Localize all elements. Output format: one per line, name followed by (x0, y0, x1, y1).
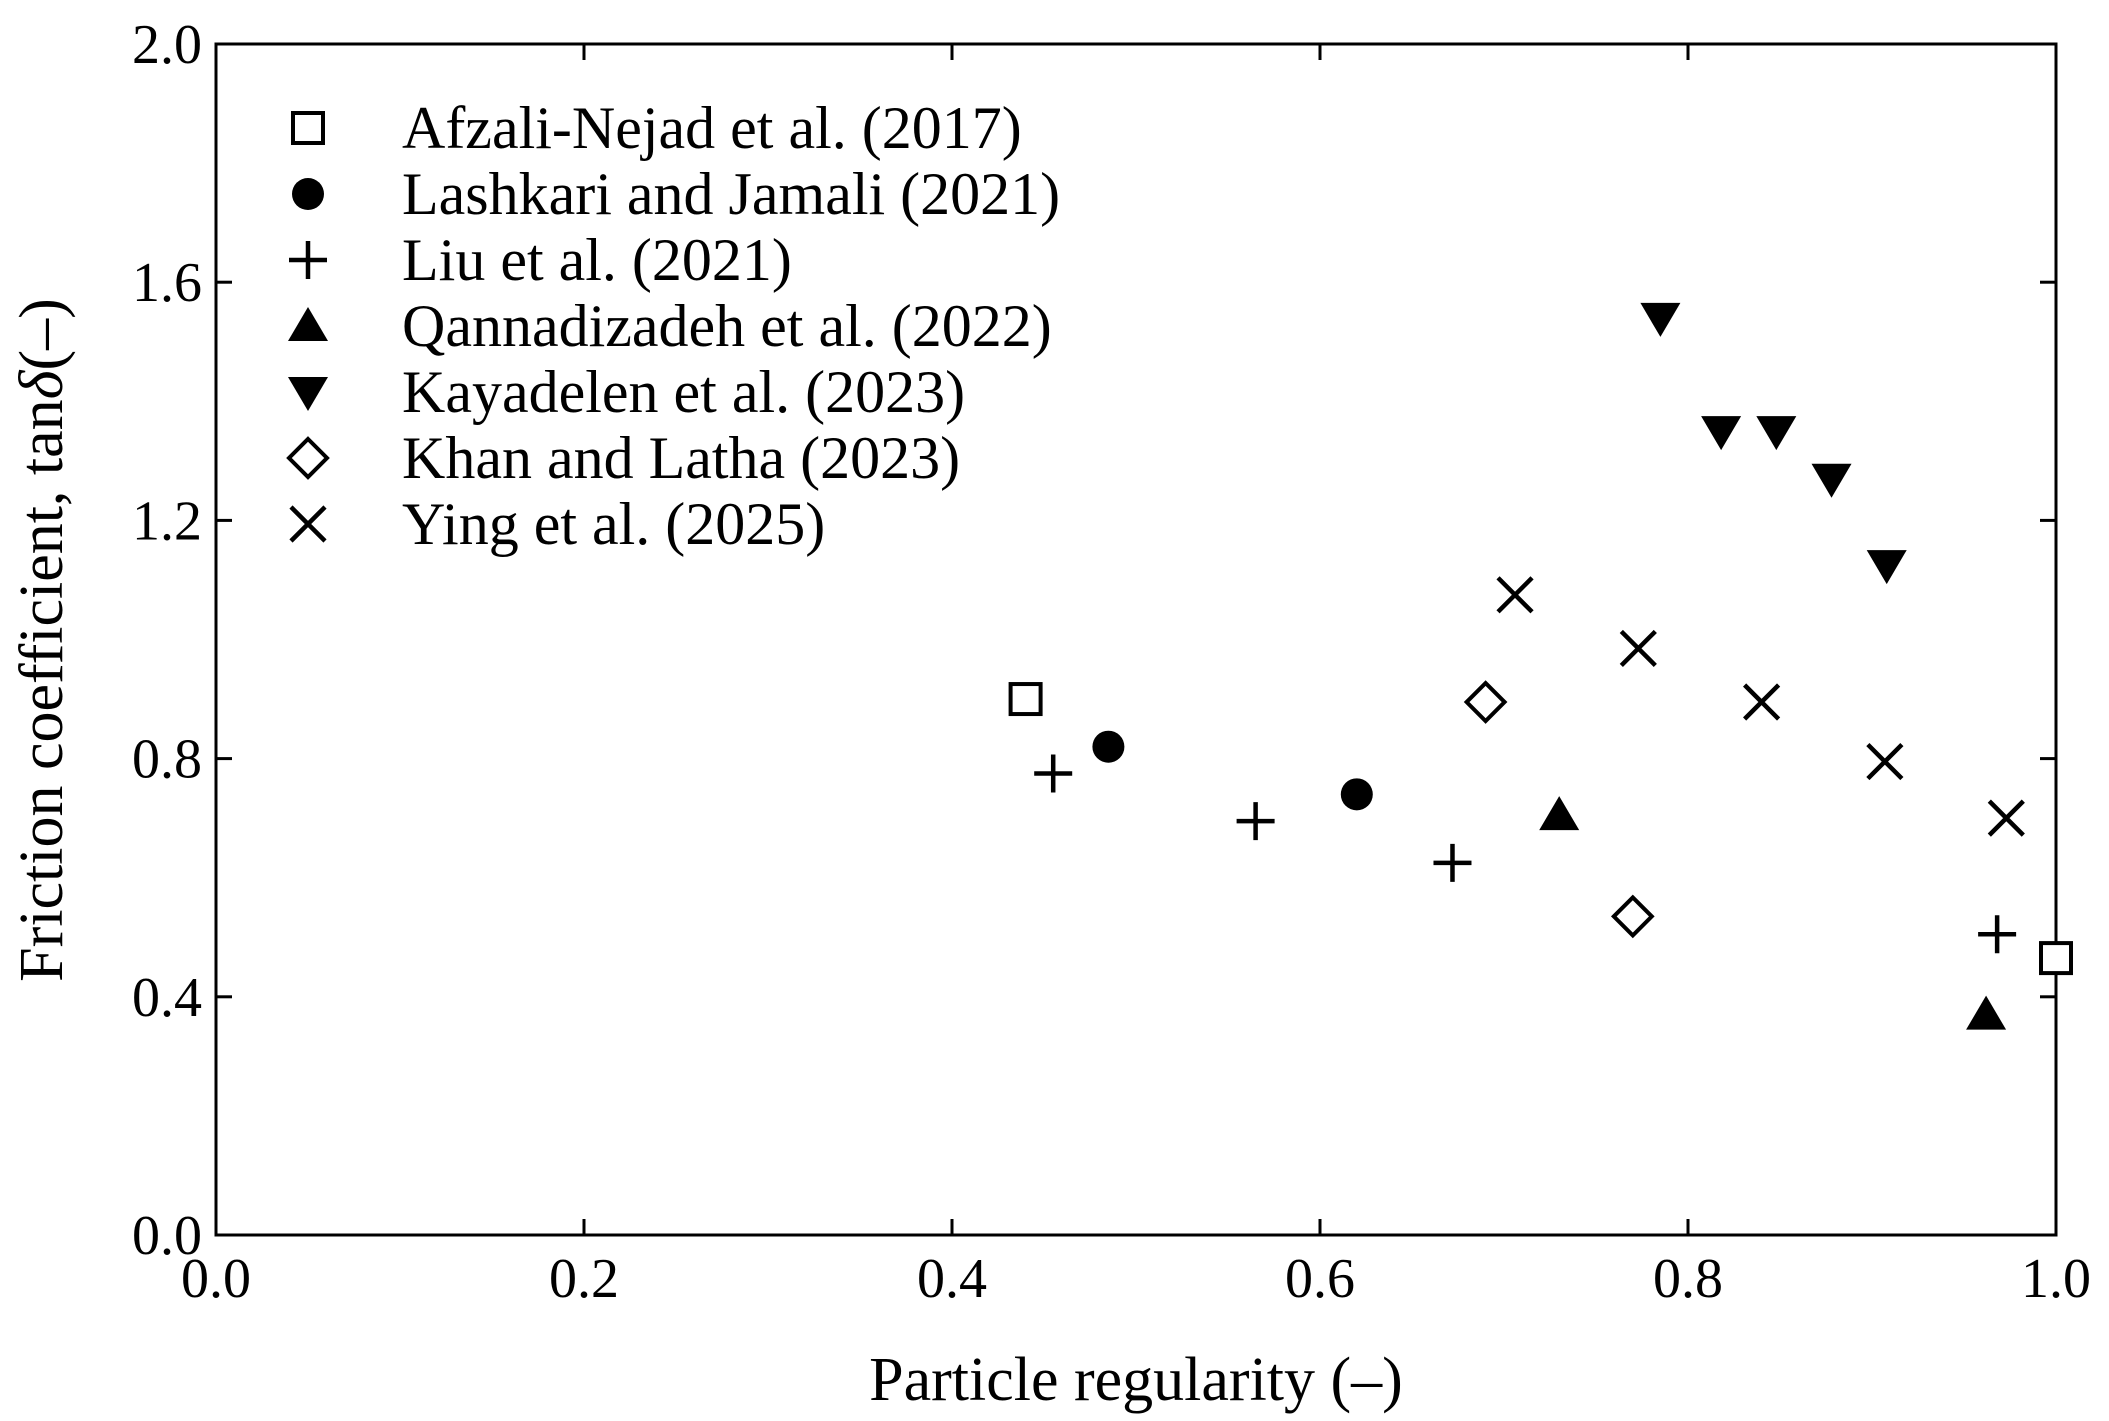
legend-entry: Afzali-Nejad et al. (2017) (291, 95, 1022, 161)
legend-entry: Lashkari and Jamali (2021) (292, 161, 1060, 227)
x-tick-label: 0.2 (549, 1248, 619, 1310)
legend-label: Liu et al. (2021) (402, 227, 792, 293)
series-5 (1640, 302, 1907, 585)
y-tick-label: 0.8 (132, 729, 202, 791)
legend-marker (286, 436, 330, 480)
y-tick-label: 2.0 (132, 14, 202, 76)
data-point (1987, 799, 2025, 837)
y-axis-label-prefix: Friction coefficient, tan (8, 399, 76, 982)
data-point (1463, 680, 1508, 724)
legend-marker (288, 377, 328, 411)
legend-label: Khan and Latha (2023) (402, 425, 960, 491)
data-markers (1008, 302, 2073, 1030)
y-axis-label: Friction coefficient, tanδ(–) (8, 298, 76, 982)
x-tick-label: 0.8 (1653, 1248, 1723, 1310)
legend-label: Kayadelen et al. (2023) (402, 359, 965, 425)
legend-label: Qannadizadeh et al. (2022) (402, 293, 1052, 359)
data-point (1340, 778, 1373, 811)
data-point (1966, 995, 2007, 1030)
legend-entry: Ying et al. (2025) (289, 491, 825, 557)
legend-label: Ying et al. (2025) (402, 491, 825, 557)
legend-marker (289, 505, 327, 543)
plot-frame (214, 42, 2058, 1237)
x-tick-label: 0.4 (917, 1248, 987, 1310)
data-point (1701, 416, 1742, 451)
data-point (1866, 742, 1904, 781)
data-point (1756, 416, 1797, 451)
legend-entry: Khan and Latha (2023) (286, 425, 960, 491)
series-6 (1463, 680, 1655, 939)
legend-entry: Liu et al. (2021) (289, 227, 792, 293)
x-tick-label: 1.0 (2021, 1248, 2091, 1310)
legend-label: Lashkari and Jamali (2021) (402, 161, 1060, 227)
data-point (1092, 730, 1125, 763)
data-point (1866, 550, 1907, 585)
legend-label: Afzali-Nejad et al. (2017) (402, 95, 1022, 161)
data-point (1610, 894, 1655, 939)
legend-marker (291, 111, 325, 145)
series-4 (1539, 796, 2007, 1030)
series-1 (1008, 682, 2073, 976)
data-point (1743, 683, 1781, 721)
y-tick-label: 1.2 (132, 490, 202, 552)
legend-entry: Qannadizadeh et al. (2022) (288, 293, 1052, 359)
series-3 (1034, 754, 2017, 954)
data-point (1236, 802, 1275, 841)
data-point (1978, 915, 2017, 954)
legend-marker (289, 241, 327, 279)
axis-ticks: 0.0 0.2 0.4 0.6 0.8 1.0 0.0 0.4 0.8 1.2 1.6 2.0 (132, 14, 2091, 1310)
x-axis-label: Particle regularity (–) (869, 1346, 1403, 1414)
y-tick-label: 1.6 (132, 252, 202, 314)
y-axis-label-suffix: (–) (8, 298, 76, 370)
series-7 (1496, 576, 2025, 837)
series-2 (1092, 730, 1373, 811)
data-point (1034, 754, 1073, 793)
y-tick-label: 0.4 (132, 967, 202, 1029)
data-point (1539, 796, 1580, 831)
data-point (1811, 463, 1852, 498)
data-point (1619, 629, 1657, 668)
data-point (1433, 843, 1472, 882)
y-tick-label: 0.0 (132, 1205, 202, 1267)
data-point (2039, 941, 2073, 976)
x-tick-label: 0.6 (1285, 1248, 1355, 1310)
y-axis-label-symbol: δ (8, 369, 76, 399)
data-point (1496, 576, 1534, 614)
data-point (1008, 682, 1043, 717)
legend: Afzali-Nejad et al. (2017)Lashkari and J… (286, 95, 1060, 557)
legend-marker (288, 307, 328, 341)
x-tick-label: 0.0 (181, 1248, 251, 1310)
legend-entry: Kayadelen et al. (2023) (288, 359, 965, 425)
data-point (1640, 302, 1681, 337)
legend-marker (292, 178, 324, 210)
